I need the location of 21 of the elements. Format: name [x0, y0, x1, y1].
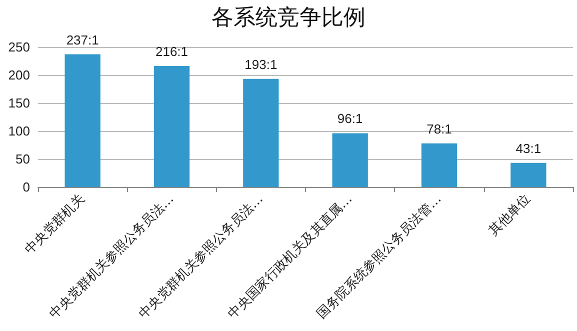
bar [64, 54, 100, 187]
data-label: 237:1 [66, 32, 99, 48]
bar [421, 143, 458, 187]
data-label: 78:1 [426, 121, 452, 136]
bar [154, 66, 190, 187]
bar [332, 133, 368, 187]
y-tick-label: 200 [8, 68, 30, 82]
x-tick-label: 其他单位 [486, 192, 534, 240]
data-label: 43:1 [516, 140, 542, 156]
data-label: 193:1 [244, 56, 278, 72]
bar [510, 162, 546, 187]
data-label: 216:1 [155, 44, 188, 60]
y-tick-label: 150 [8, 96, 30, 110]
y-tick-label: 0 [22, 180, 30, 194]
chart-title: 各系统竞争比例 [212, 6, 366, 30]
bar [243, 78, 279, 187]
x-tick-label: 中央党群机关 [22, 192, 88, 258]
y-tick-label: 50 [16, 152, 30, 166]
data-label: 96:1 [337, 111, 363, 126]
y-tick-label: 100 [8, 124, 30, 138]
y-tick-label: 250 [8, 40, 30, 54]
